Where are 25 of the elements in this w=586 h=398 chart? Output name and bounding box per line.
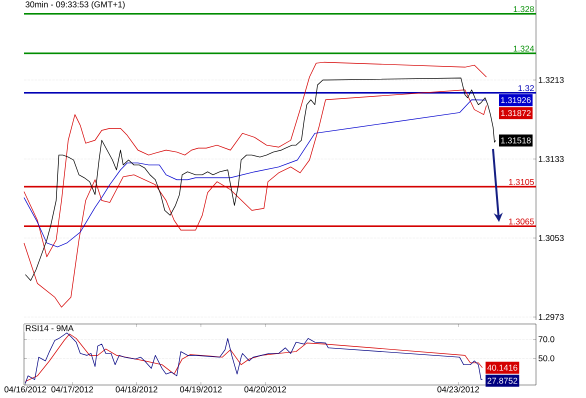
data-label: 1.31518	[501, 137, 531, 144]
data-label: 27.8752	[488, 378, 518, 384]
ref-line-label: 1.328	[514, 6, 534, 12]
y-tick-label: 1.2973	[538, 314, 564, 320]
y-tick-label: 1.3053	[538, 235, 564, 242]
y-tick-label: 50.0	[538, 355, 554, 362]
x-tick-label: 04/19/2012	[180, 386, 222, 392]
x-tick-label: 04/18/2012	[116, 386, 158, 392]
x-tick-label: 04/17/2012	[51, 386, 94, 392]
ref-line-label: 1.3105	[509, 178, 534, 185]
line-series	[24, 78, 496, 281]
x-tick-label: 04/16/2012	[4, 386, 46, 392]
data-label: 1.31926	[501, 97, 531, 104]
x-tick-label: 04/20/2012	[244, 386, 286, 392]
ref-line-label: 1.324	[514, 46, 534, 52]
x-tick-label: 04/23/2012	[437, 386, 480, 392]
chart-title: 30min - 09:33:53 (GMT+1)	[26, 1, 125, 10]
y-tick-label: 70.0	[538, 336, 554, 342]
y-tick-label: 1.3133	[538, 156, 564, 162]
ref-line-label: 1.32	[518, 85, 534, 92]
y-tick-label: 1.3213	[538, 77, 564, 83]
data-label: 1.31872	[501, 110, 531, 116]
chart-title: RSI14 - 9MA	[26, 325, 74, 332]
data-label: 40.1416	[487, 364, 518, 371]
ref-line-label: 1.3065	[509, 218, 534, 224]
